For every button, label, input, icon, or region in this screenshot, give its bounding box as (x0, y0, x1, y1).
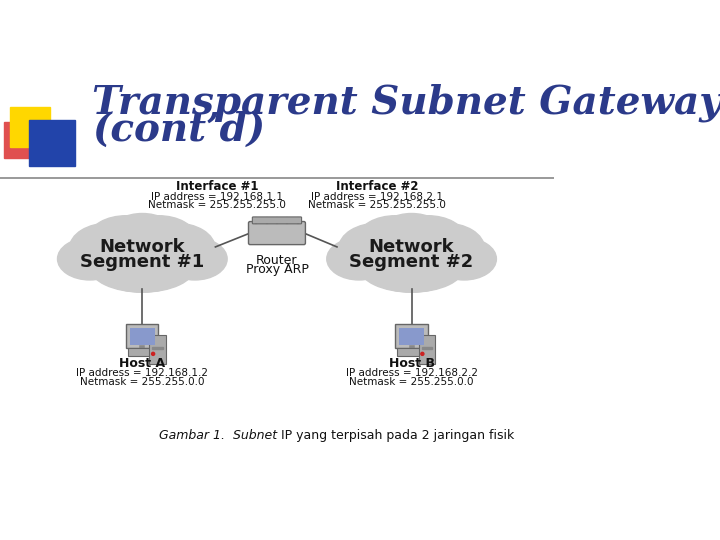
Ellipse shape (134, 223, 215, 273)
Text: Netmask = 255.255.0.0: Netmask = 255.255.0.0 (80, 376, 204, 387)
FancyBboxPatch shape (418, 335, 436, 364)
Text: Transparent Subnet Gateway: Transparent Subnet Gateway (92, 83, 720, 122)
Ellipse shape (355, 220, 468, 292)
Text: IP address = 192.168.2.1: IP address = 192.168.2.1 (311, 192, 443, 202)
Ellipse shape (359, 215, 432, 258)
Text: IP address = 192.168.1.2: IP address = 192.168.1.2 (76, 368, 208, 378)
Circle shape (152, 352, 155, 355)
Text: Proxy ARP: Proxy ARP (246, 264, 308, 276)
Text: Interface #2: Interface #2 (336, 180, 418, 193)
Text: IP address = 192.168.2.2: IP address = 192.168.2.2 (346, 368, 477, 378)
Bar (422, 347, 433, 349)
Ellipse shape (403, 223, 485, 273)
FancyBboxPatch shape (397, 348, 426, 356)
Text: Network: Network (99, 238, 185, 256)
Text: Netmask = 255.255.0.0: Netmask = 255.255.0.0 (349, 376, 474, 387)
Text: Host B: Host B (389, 357, 435, 370)
Text: Host A: Host A (120, 357, 166, 370)
Ellipse shape (392, 215, 464, 258)
Ellipse shape (432, 238, 496, 280)
Ellipse shape (58, 238, 122, 280)
Text: IP yang terpisah pada 2 jaringan fisik: IP yang terpisah pada 2 jaringan fisik (277, 429, 514, 442)
Text: (cont’d): (cont’d) (92, 111, 266, 149)
Ellipse shape (359, 242, 464, 292)
Ellipse shape (90, 242, 195, 292)
Text: IP address = 192.168.1.1: IP address = 192.168.1.1 (151, 192, 283, 202)
Ellipse shape (327, 238, 392, 280)
Text: Interface #1: Interface #1 (176, 180, 258, 193)
FancyBboxPatch shape (252, 217, 302, 224)
Bar (4, 122, 41, 158)
Ellipse shape (381, 213, 442, 249)
Bar (30, 120, 76, 166)
Text: Segment #2: Segment #2 (349, 253, 474, 271)
Bar (153, 347, 163, 349)
Text: Netmask = 255.255.255.0: Netmask = 255.255.255.0 (148, 200, 286, 211)
Text: Netmask = 255.255.255.0: Netmask = 255.255.255.0 (308, 200, 446, 211)
FancyBboxPatch shape (395, 324, 428, 348)
FancyBboxPatch shape (400, 328, 424, 345)
Text: Network: Network (369, 238, 454, 256)
Ellipse shape (90, 215, 163, 258)
FancyBboxPatch shape (130, 328, 155, 345)
Ellipse shape (112, 213, 173, 249)
FancyBboxPatch shape (126, 324, 158, 348)
Ellipse shape (70, 223, 150, 273)
FancyBboxPatch shape (248, 221, 305, 245)
Ellipse shape (339, 223, 420, 273)
FancyBboxPatch shape (127, 348, 157, 356)
Ellipse shape (163, 238, 227, 280)
FancyBboxPatch shape (149, 335, 166, 364)
Bar (10, 107, 50, 147)
Circle shape (420, 352, 424, 355)
Ellipse shape (86, 220, 199, 292)
Text: Router: Router (256, 254, 297, 267)
Text: Gambar 1.  Subnet: Gambar 1. Subnet (159, 429, 277, 442)
Text: Segment #1: Segment #1 (80, 253, 204, 271)
Ellipse shape (122, 215, 195, 258)
